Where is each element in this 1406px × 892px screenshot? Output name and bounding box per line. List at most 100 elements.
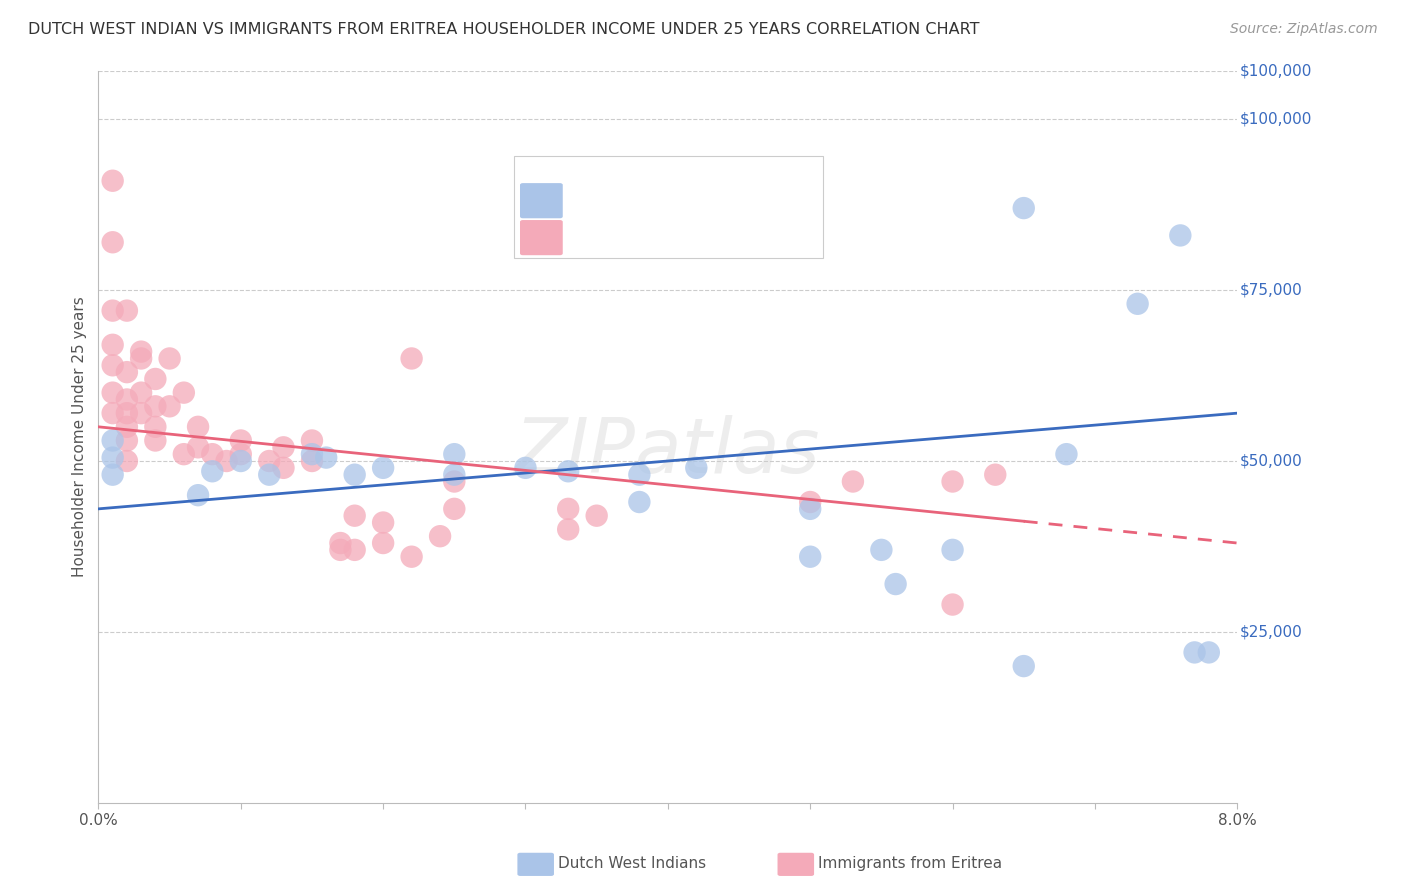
Point bbox=[259, 467, 281, 482]
Point bbox=[101, 235, 124, 250]
Point bbox=[1012, 659, 1035, 673]
Point bbox=[145, 372, 167, 386]
Text: $75,000: $75,000 bbox=[1240, 283, 1302, 298]
Point bbox=[101, 450, 124, 465]
Point bbox=[259, 454, 281, 468]
Point bbox=[215, 454, 238, 468]
Point bbox=[201, 447, 224, 461]
Text: ZIPatlas: ZIPatlas bbox=[515, 415, 821, 489]
Text: DUTCH WEST INDIAN VS IMMIGRANTS FROM ERITREA HOUSEHOLDER INCOME UNDER 25 YEARS C: DUTCH WEST INDIAN VS IMMIGRANTS FROM ERI… bbox=[28, 22, 980, 37]
Point bbox=[115, 420, 138, 434]
Point bbox=[1056, 447, 1078, 461]
Text: R =: R = bbox=[567, 230, 599, 245]
Text: N =: N = bbox=[683, 230, 717, 245]
Point bbox=[159, 351, 181, 366]
Point bbox=[884, 577, 907, 591]
Point bbox=[129, 351, 152, 366]
Point bbox=[145, 420, 167, 434]
Point bbox=[129, 385, 152, 400]
Text: $25,000: $25,000 bbox=[1240, 624, 1302, 640]
Point bbox=[329, 536, 352, 550]
Point bbox=[799, 549, 821, 564]
Point bbox=[401, 351, 423, 366]
Point bbox=[1126, 297, 1149, 311]
Text: 52: 52 bbox=[730, 230, 751, 245]
Point bbox=[401, 549, 423, 564]
Text: R =: R = bbox=[567, 194, 605, 208]
Point bbox=[515, 460, 537, 475]
Point bbox=[129, 406, 152, 420]
Point bbox=[301, 454, 323, 468]
Point bbox=[145, 434, 167, 448]
Point bbox=[799, 501, 821, 516]
Point bbox=[1198, 645, 1220, 659]
Point bbox=[301, 447, 323, 461]
Point bbox=[557, 464, 579, 478]
Point bbox=[984, 467, 1007, 482]
Point bbox=[173, 385, 195, 400]
Point bbox=[101, 338, 124, 352]
Text: $50,000: $50,000 bbox=[1240, 453, 1302, 468]
Point bbox=[685, 460, 707, 475]
Text: Source: ZipAtlas.com: Source: ZipAtlas.com bbox=[1230, 22, 1378, 37]
Point bbox=[557, 522, 579, 536]
Point bbox=[315, 450, 337, 465]
Point bbox=[115, 365, 138, 379]
Point bbox=[343, 467, 366, 482]
Point bbox=[443, 467, 465, 482]
Point bbox=[101, 174, 124, 188]
Point bbox=[371, 516, 394, 530]
Point bbox=[229, 454, 252, 468]
Point bbox=[101, 303, 124, 318]
Text: 19: 19 bbox=[730, 194, 751, 208]
Point bbox=[101, 434, 124, 448]
Point bbox=[557, 501, 579, 516]
Point bbox=[101, 359, 124, 373]
Point bbox=[129, 344, 152, 359]
Point bbox=[1012, 201, 1035, 215]
Point bbox=[229, 434, 252, 448]
Text: N =: N = bbox=[683, 194, 717, 208]
Point bbox=[329, 542, 352, 557]
Point bbox=[101, 467, 124, 482]
Point bbox=[159, 400, 181, 414]
Text: Dutch West Indians: Dutch West Indians bbox=[558, 856, 706, 871]
Point bbox=[443, 475, 465, 489]
Point bbox=[1184, 645, 1206, 659]
Text: $100,000: $100,000 bbox=[1240, 112, 1312, 127]
Point bbox=[443, 501, 465, 516]
Point bbox=[343, 542, 366, 557]
Point bbox=[343, 508, 366, 523]
Point bbox=[273, 460, 295, 475]
Point bbox=[187, 488, 209, 502]
Point bbox=[229, 447, 252, 461]
Point bbox=[628, 467, 651, 482]
Point bbox=[685, 201, 707, 215]
Point bbox=[870, 542, 893, 557]
Text: -0.221: -0.221 bbox=[606, 230, 661, 245]
Point bbox=[443, 447, 465, 461]
Point bbox=[371, 460, 394, 475]
Point bbox=[101, 406, 124, 420]
Point bbox=[942, 475, 965, 489]
Y-axis label: Householder Income Under 25 years: Householder Income Under 25 years bbox=[72, 297, 87, 577]
Point bbox=[115, 454, 138, 468]
Point bbox=[628, 495, 651, 509]
Point bbox=[201, 464, 224, 478]
Point bbox=[942, 598, 965, 612]
Text: $100,000: $100,000 bbox=[1240, 64, 1312, 78]
Text: 0.180: 0.180 bbox=[613, 194, 661, 208]
Point bbox=[585, 508, 607, 523]
Point bbox=[187, 420, 209, 434]
Point bbox=[301, 434, 323, 448]
Point bbox=[101, 385, 124, 400]
Point bbox=[799, 495, 821, 509]
Point bbox=[273, 440, 295, 454]
Point bbox=[187, 440, 209, 454]
Point bbox=[145, 400, 167, 414]
Point bbox=[1170, 228, 1192, 243]
Point bbox=[842, 475, 865, 489]
Point bbox=[115, 303, 138, 318]
Point bbox=[371, 536, 394, 550]
Point bbox=[429, 529, 451, 543]
